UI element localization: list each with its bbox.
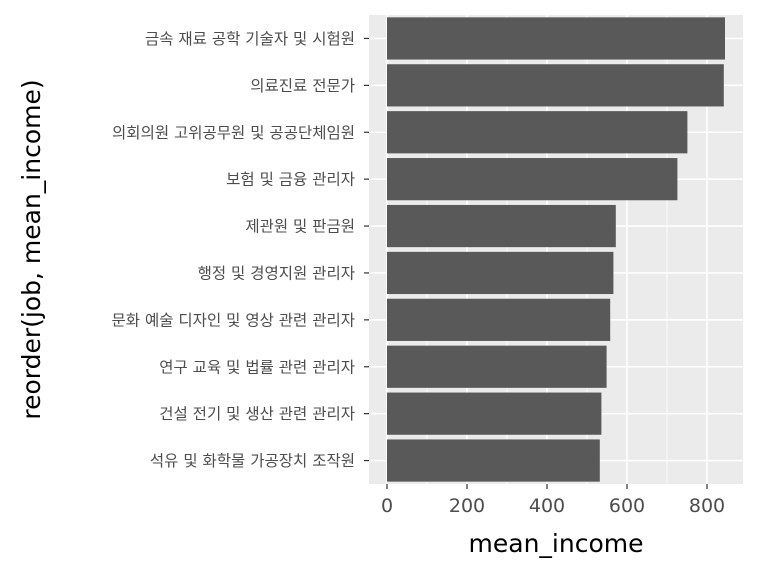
bar <box>387 17 725 59</box>
bar <box>387 299 610 341</box>
y-tick-label: 보험 및 금융 관리자 <box>226 171 355 189</box>
bar <box>387 252 613 294</box>
bar <box>387 158 677 200</box>
y-tick-label: 의료진료 전문가 <box>250 77 355 95</box>
bar <box>387 439 600 481</box>
y-tick-label: 의회의원 고위공무원 및 공공단체임원 <box>112 124 355 142</box>
bar <box>387 393 601 435</box>
y-axis-title: reorder(job, mean_income) <box>17 79 46 419</box>
y-tick-label: 행정 및 경영지원 관리자 <box>198 264 355 282</box>
x-axis: 0 200 400 600 800 <box>381 484 725 517</box>
x-tick-label: 800 <box>689 495 725 517</box>
x-tick-label: 400 <box>529 495 565 517</box>
y-tick-label: 제관원 및 판금원 <box>245 218 355 236</box>
y-tick-label: 석유 및 화학물 가공장치 조작원 <box>150 452 355 470</box>
x-axis-title: mean_income <box>469 529 644 558</box>
bar <box>387 205 616 247</box>
bar <box>387 346 607 388</box>
y-tick-label: 문화 예술 디자인 및 영상 관련 관리자 <box>112 311 355 329</box>
bar <box>387 111 687 153</box>
x-tick-label: 200 <box>449 495 485 517</box>
y-tick-label: 금속 재료 공학 기술자 및 시험원 <box>145 30 355 48</box>
bar <box>387 64 724 106</box>
y-tick-label: 연구 교육 및 법률 관련 관리자 <box>159 358 355 376</box>
x-tick-label: 600 <box>609 495 645 517</box>
x-tick-label: 0 <box>381 495 393 517</box>
y-tick-label: 건설 전기 및 생산 관련 관리자 <box>159 405 355 423</box>
